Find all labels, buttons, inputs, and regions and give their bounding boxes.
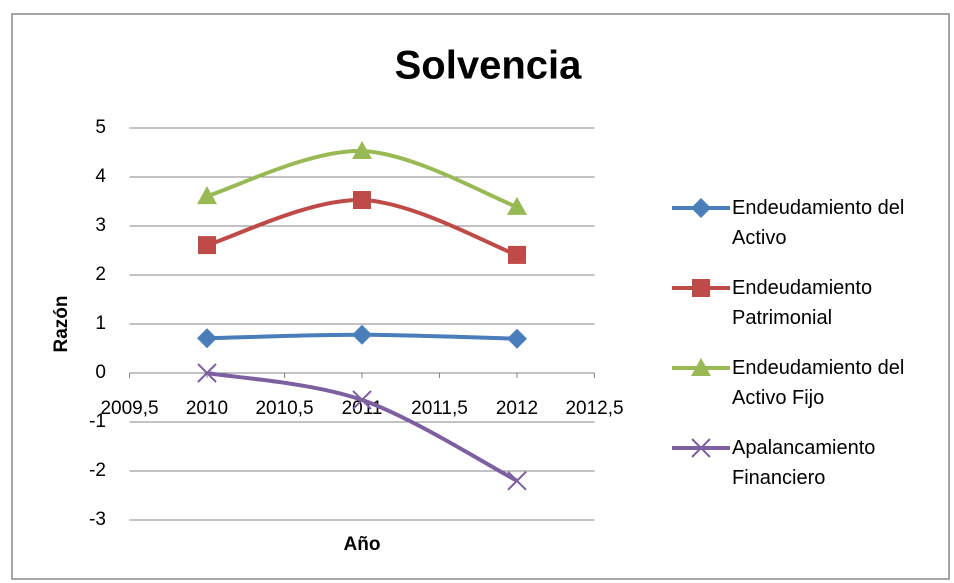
point-marker xyxy=(197,328,217,349)
point-marker xyxy=(352,324,372,345)
chart-title: Solvencia xyxy=(395,44,583,88)
point-marker xyxy=(507,471,527,491)
y-tick-label: 0 xyxy=(95,362,106,383)
point-marker xyxy=(353,191,371,210)
point-marker xyxy=(197,363,217,383)
x-tick-label: 2012,5 xyxy=(565,398,623,419)
point-marker xyxy=(197,186,217,205)
y-tick-label: 1 xyxy=(95,313,106,334)
x-tick-label: 2010,5 xyxy=(255,398,313,419)
point-marker xyxy=(507,196,527,215)
legend-marker xyxy=(691,198,711,218)
legend-marker xyxy=(692,279,710,297)
legend-label: Endeudamiento del Activo xyxy=(732,197,905,249)
legend-marker xyxy=(691,438,711,458)
point-marker xyxy=(352,390,372,410)
point-marker xyxy=(507,328,527,349)
y-tick-label: 3 xyxy=(95,215,106,236)
legend-marker xyxy=(691,358,711,376)
y-axis-label: Razón xyxy=(51,296,72,353)
y-tick-label: 2 xyxy=(95,264,106,285)
y-tick-label: 4 xyxy=(95,166,106,187)
point-marker xyxy=(352,141,372,160)
x-tick-label: 2010 xyxy=(186,398,228,419)
point-marker xyxy=(198,236,216,255)
y-tick-label: -3 xyxy=(89,509,106,530)
chart-frame xyxy=(11,13,950,580)
x-axis-label: Año xyxy=(344,534,381,555)
y-tick-label: 5 xyxy=(95,117,106,138)
x-tick-label: 2011,5 xyxy=(411,398,468,419)
x-tick-label: 2009,5 xyxy=(100,398,158,419)
legend-label: Endeudamiento del Activo Fijo xyxy=(732,357,905,409)
y-tick-label: -2 xyxy=(89,460,106,481)
y-tick-label: -1 xyxy=(89,411,106,432)
legend-label: Endeudamiento Patrimonial xyxy=(732,277,873,329)
x-tick-label: 2012 xyxy=(496,398,538,419)
point-marker xyxy=(508,245,526,264)
legend-label: Apalancamiento Financiero xyxy=(732,437,876,489)
